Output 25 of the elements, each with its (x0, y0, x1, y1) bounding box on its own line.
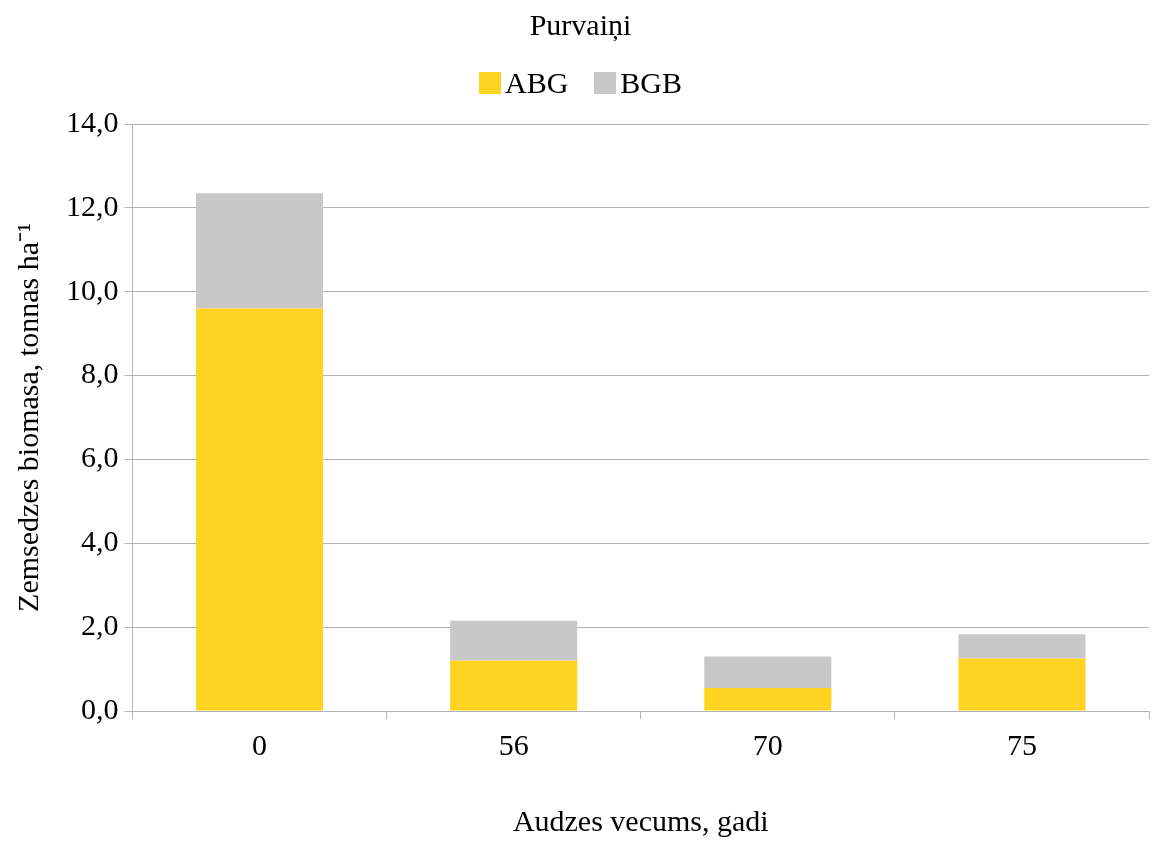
chart-title: Purvaiņi (528, 8, 633, 42)
y-axis-title: Zemsedzes biomasa, tonnas ha⁻¹ (10, 223, 44, 612)
x-axis-title: Audzes vecums, gadi (512, 803, 769, 837)
bar (196, 308, 324, 711)
bar (450, 620, 578, 661)
y-tick-label: 8,0 (81, 356, 119, 390)
bar (704, 656, 832, 688)
bar (958, 658, 1086, 711)
y-tick-label: 14,0 (66, 104, 119, 138)
y-tick-label: 2,0 (81, 608, 119, 642)
x-tick-label: 56 (498, 727, 529, 761)
y-tick-label: 6,0 (81, 440, 119, 474)
x-tick-label: 0 (252, 727, 268, 761)
legend-label: BGB (620, 66, 683, 100)
y-tick-label: 10,0 (66, 272, 119, 306)
bar (704, 687, 832, 711)
x-tick-label: 70 (752, 727, 783, 761)
bar (450, 660, 578, 711)
y-tick-label: 0,0 (81, 691, 119, 725)
y-tick-label: 4,0 (81, 524, 119, 558)
legend-label: ABG (504, 66, 569, 100)
bar (196, 193, 324, 309)
x-tick-label: 75 (1006, 727, 1037, 761)
y-tick-label: 12,0 (66, 188, 119, 222)
bar (958, 634, 1086, 659)
